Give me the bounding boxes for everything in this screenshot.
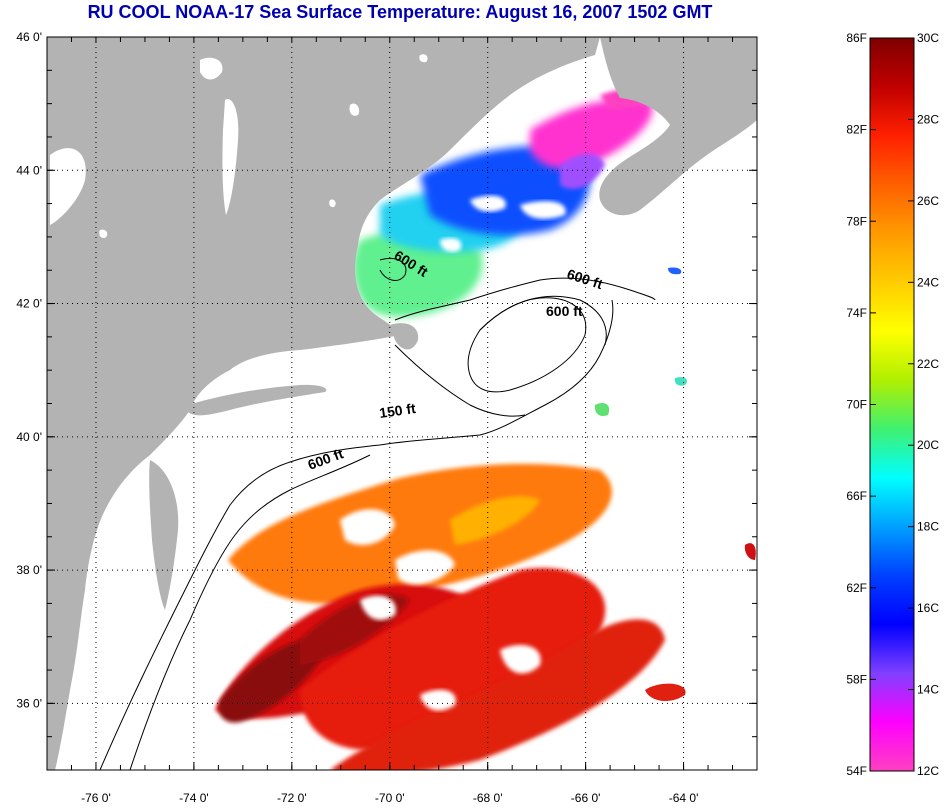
colorbar-fahrenheit-label: 62F xyxy=(846,581,867,595)
land-nova-scotia-cape xyxy=(690,77,757,95)
colorbar-celsius-label: 14C xyxy=(917,683,939,697)
colorbar-celsius-label: 12C xyxy=(917,764,939,778)
lat-tick-label: 46 0' xyxy=(16,30,42,44)
colorbar-fahrenheit-label: 86F xyxy=(846,31,867,45)
sst-patch-east-red-2 xyxy=(744,543,756,560)
colorbar-fahrenheit-labels: 86F 82F 78F 74F 70F 66F 62F 58F 54F xyxy=(846,31,876,778)
land xyxy=(47,37,757,770)
depth-contours xyxy=(99,257,656,770)
colorbar-celsius-label: 16C xyxy=(917,601,939,615)
sst-patch-warm-red-center xyxy=(300,568,606,750)
lat-tick-label: 38 0' xyxy=(16,563,42,577)
colorbar-fahrenheit-label: 78F xyxy=(846,214,867,228)
sst-patch-gulf-maine-green xyxy=(353,231,483,317)
sst-patch-shelf-blue xyxy=(668,267,682,275)
cloud-gap-gom-3 xyxy=(440,238,462,252)
lon-tick-label: -74 0' xyxy=(179,791,209,805)
cloud-gap-gom-1 xyxy=(470,195,506,212)
lake-4 xyxy=(349,103,360,116)
colorbar-scale xyxy=(869,37,915,772)
sst-patch-yellow xyxy=(450,496,540,545)
lake-3 xyxy=(50,148,86,225)
land-us-mainland xyxy=(47,37,600,770)
longitude-axis: -76 0' -74 0' -72 0' -70 0' -68 0' -66 0' -64 … xyxy=(46,37,758,805)
contour-label-150ft: 150 ft xyxy=(378,400,417,421)
colorbar-celsius-label: 20C xyxy=(917,438,939,452)
cloud-gap-1 xyxy=(340,509,395,545)
lake-7 xyxy=(419,54,428,63)
contour-label-georges: 600 ft xyxy=(546,303,583,319)
colorbar-fahrenheit-label: 82F xyxy=(846,123,867,137)
colorbar-celsius-labels: 30C 28C 26C 24C 22C 20C 18C 16C 14C 12C xyxy=(908,31,939,778)
map-title: RU COOL NOAA-17 Sea Surface Temperature:… xyxy=(87,2,713,22)
colorbar-celsius-label: 26C xyxy=(917,194,939,208)
colorbar-fahrenheit-label: 74F xyxy=(846,306,867,320)
colorbar-celsius-label: 22C xyxy=(917,357,939,371)
contour-600ft-shelf xyxy=(99,299,614,770)
sst-imagery xyxy=(215,37,757,770)
lake-6 xyxy=(329,199,336,208)
land-delmarva xyxy=(149,460,179,610)
cloud-gap-3 xyxy=(360,595,396,620)
cloud-gap-4 xyxy=(500,645,541,674)
contour-150ft-inner xyxy=(394,344,526,417)
lon-tick-label: -70 0' xyxy=(375,791,405,805)
graticule xyxy=(47,37,757,770)
lat-tick-label: 42 0' xyxy=(16,297,42,311)
contour-coast-detail xyxy=(379,257,407,281)
cloud-gap-2 xyxy=(395,550,455,585)
lake-5 xyxy=(99,229,108,239)
contour-600ft-gom xyxy=(394,277,656,321)
sst-patch-warm-red-south xyxy=(330,619,665,770)
lat-tick-label: 36 0' xyxy=(16,696,42,710)
sst-patch-shelf-cyan xyxy=(674,377,687,386)
colorbar-celsius-label: 30C xyxy=(917,31,939,45)
colorbar-fahrenheit-label: 70F xyxy=(846,398,867,412)
lon-tick-label: -66 0' xyxy=(571,791,601,805)
colorbar: 30C 28C 26C 24C 22C 20C 18C 16C 14C 12C 86F 82F 78F… xyxy=(846,31,939,778)
latitude-axis: 46 0' 44 0' 42 0' 40 0' 38 0' 36 0' xyxy=(16,30,757,771)
lake-2 xyxy=(222,99,239,215)
cloud-gap-5 xyxy=(420,689,456,711)
lon-tick-label: -72 0' xyxy=(277,791,307,805)
land-cape-cod xyxy=(390,323,419,350)
contour-600ft-georges xyxy=(479,295,607,346)
sst-patch-bay-fundy-purple xyxy=(560,153,605,189)
sst-patch-shelf-green xyxy=(594,403,610,416)
lon-tick-label: -76 0' xyxy=(81,791,111,805)
colorbar-fahrenheit-label: 66F xyxy=(846,489,867,503)
sst-patch-bay-fundy-magenta xyxy=(530,98,653,169)
colorbar-celsius-label: 24C xyxy=(917,275,939,289)
colorbar-fahrenheit-label: 58F xyxy=(846,672,867,686)
sst-patch-east-red xyxy=(645,683,686,702)
lon-tick-label: -64 0' xyxy=(669,791,699,805)
contour-150ft-shelf xyxy=(129,454,371,770)
colorbar-fahrenheit-label: 54F xyxy=(846,764,867,778)
lat-tick-label: 40 0' xyxy=(16,430,42,444)
lat-tick-label: 44 0' xyxy=(16,163,42,177)
lon-tick-label: -68 0' xyxy=(473,791,503,805)
colorbar-celsius-label: 18C xyxy=(917,520,939,534)
cloud-gap-gom-2 xyxy=(520,201,566,219)
chesapeake-bay xyxy=(111,500,131,700)
lake-1 xyxy=(200,57,223,80)
colorbar-celsius-label: 28C xyxy=(917,112,939,126)
